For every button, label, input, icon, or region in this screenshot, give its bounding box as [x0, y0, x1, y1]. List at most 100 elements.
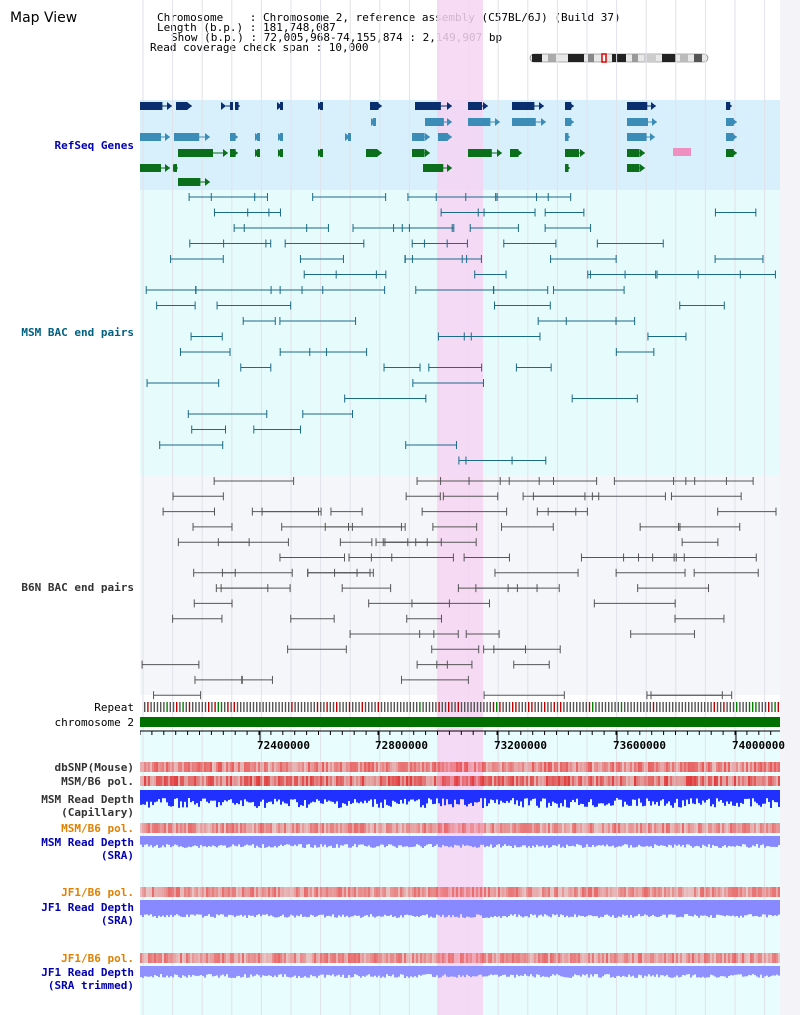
jf1-read-depth-trim-bar: [352, 966, 354, 978]
dbsnp-stripe: [162, 762, 164, 772]
msm-read-depth-bar: [700, 790, 702, 805]
track-label-jf1-read-depth-trimmed[interactable]: JF1 Read Depth (SRA trimmed): [41, 966, 134, 992]
jf1-read-depth-trim-bar: [298, 966, 300, 977]
jf1-b6-pol-trim-stripe: [364, 953, 366, 963]
repeat-mark: [560, 702, 562, 712]
dbsnp-stripe: [570, 762, 572, 772]
dbsnp-stripe: [260, 762, 262, 772]
dbsnp-stripe: [154, 762, 156, 772]
track-label-refseq[interactable]: RefSeq Genes: [54, 139, 134, 152]
msm-read-depth-bar: [362, 790, 364, 804]
msm-b6-pol-stripe: [690, 776, 692, 786]
jf1-b6-pol-stripe: [708, 887, 710, 897]
dbsnp-stripe: [698, 762, 700, 772]
msm-read-depth-bar: [462, 790, 464, 800]
track-label-jf1-b6-pol[interactable]: JF1/B6 pol.: [61, 886, 134, 899]
track-label-msm-read-depth-sra[interactable]: MSM Read Depth (SRA): [41, 836, 134, 862]
jf1-b6-pol-stripe: [500, 887, 502, 897]
msm-read-depth-sra-bar: [476, 836, 478, 848]
jf1-b6-pol-trim-stripe: [270, 953, 272, 963]
msm-read-depth-bar: [496, 790, 498, 800]
jf1-b6-pol-trim-stripe: [434, 953, 436, 963]
msm-b6-pol-stripe: [268, 776, 270, 786]
gene-exon: [140, 164, 161, 172]
jf1-read-depth-trim-bar: [496, 966, 498, 975]
repeat-mark: [249, 702, 251, 712]
msm-b6-pol-sra-stripe: [770, 823, 772, 833]
gene-pseudo: [673, 148, 691, 156]
chromosome-ideogram[interactable]: [528, 52, 713, 64]
jf1-read-depth-sra-bar: [166, 900, 168, 916]
repeat-mark: [307, 702, 309, 712]
msm-b6-pol-sra-stripe: [496, 823, 498, 833]
jf1-b6-pol-stripe: [166, 887, 168, 897]
msm-read-depth-sra-bar: [418, 836, 420, 845]
dbsnp-stripe: [206, 762, 208, 772]
msm-b6-pol-sra-stripe: [162, 823, 164, 833]
msm-read-depth-bar: [476, 790, 478, 803]
msm-b6-pol-stripe: [148, 776, 150, 786]
jf1-b6-pol-trim-stripe: [258, 953, 260, 963]
dbsnp-stripe: [286, 762, 288, 772]
jf1-read-depth-trim-bar: [448, 966, 450, 978]
jf1-read-depth-sra-bar: [496, 900, 498, 917]
repeat-mark: [502, 702, 504, 712]
msm-b6-pol-stripe: [156, 776, 158, 786]
track-label-chromosome[interactable]: chromosome 2: [54, 716, 134, 729]
jf1-b6-pol-trim-stripe: [714, 953, 716, 963]
msm-b6-pol-sra-stripe: [542, 823, 544, 833]
track-label-jf1-read-depth-sra[interactable]: JF1 Read Depth (SRA): [41, 901, 134, 927]
msm-read-depth-bar: [306, 790, 308, 808]
msm-read-depth-bar: [630, 790, 632, 806]
track-label-msm-b6-pol[interactable]: MSM/B6 pol.: [61, 775, 134, 788]
jf1-read-depth-trim-bar: [558, 966, 560, 976]
repeat-mark: [400, 702, 402, 712]
track-label-msm-b6-pol-sra[interactable]: MSM/B6 pol.: [61, 822, 134, 835]
jf1-b6-pol-stripe: [478, 887, 480, 897]
dbsnp-stripe: [564, 762, 566, 772]
msm-b6-pol-sra-stripe: [242, 823, 244, 833]
track-label-jf1-b6-pol-trimmed[interactable]: JF1/B6 pol.: [61, 952, 134, 965]
msm-read-depth-bar: [710, 790, 712, 807]
msm-read-depth-bar: [736, 790, 738, 803]
jf1-b6-pol-trim-stripe: [344, 953, 346, 963]
msm-read-depth-bar: [190, 790, 192, 803]
gene-strand-arrow: [425, 133, 430, 141]
track-label-b6n-bac[interactable]: B6N BAC end pairs: [21, 581, 134, 594]
msm-b6-pol-sra-stripe: [772, 823, 774, 833]
msm-b6-pol-sra-stripe: [256, 823, 258, 833]
jf1-read-depth-trim-bar: [626, 966, 628, 978]
msm-b6-pol-stripe: [486, 776, 488, 786]
repeat-mark: [758, 702, 760, 712]
track-canvas[interactable]: [140, 0, 780, 1015]
dbsnp-stripe: [466, 762, 468, 772]
jf1-read-depth-sra-bar: [364, 900, 366, 916]
msm-read-depth-sra-bar: [774, 836, 776, 847]
track-label-dbsnp[interactable]: dbSNP(Mouse): [54, 761, 134, 774]
jf1-b6-pol-stripe: [642, 887, 644, 897]
msm-b6-pol-stripe: [548, 776, 550, 786]
msm-read-depth-bar: [546, 790, 548, 808]
msm-b6-pol-stripe: [672, 776, 674, 786]
msm-read-depth-sra-bar: [654, 836, 656, 845]
repeat-mark: [678, 702, 680, 712]
repeat-mark: [352, 702, 354, 712]
track-label-repeat[interactable]: Repeat: [94, 701, 134, 714]
track-label-msm-read-depth-capillary[interactable]: MSM Read Depth (Capillary): [41, 793, 134, 819]
jf1-b6-pol-trim-stripe: [644, 953, 646, 963]
jf1-read-depth-trim-bar: [432, 966, 434, 977]
jf1-b6-pol-trim-stripe: [682, 953, 684, 963]
track-label-msm-bac[interactable]: MSM BAC end pairs: [21, 326, 134, 339]
jf1-read-depth-trim-bar: [648, 966, 650, 975]
jf1-read-depth-trim-bar: [390, 966, 392, 977]
jf1-b6-pol-trim-stripe: [272, 953, 274, 963]
msm-b6-pol-stripe: [160, 776, 162, 786]
msm-read-depth-sra-bar: [484, 836, 486, 848]
msm-b6-pol-sra-stripe: [408, 823, 410, 833]
dbsnp-stripe: [200, 762, 202, 772]
msm-b6-pol-stripe: [536, 776, 538, 786]
msm-b6-pol-sra-stripe: [622, 823, 624, 833]
msm-b6-pol-sra-stripe: [712, 823, 714, 833]
jf1-read-depth-trim-bar: [380, 966, 382, 978]
repeat-mark: [457, 702, 459, 712]
